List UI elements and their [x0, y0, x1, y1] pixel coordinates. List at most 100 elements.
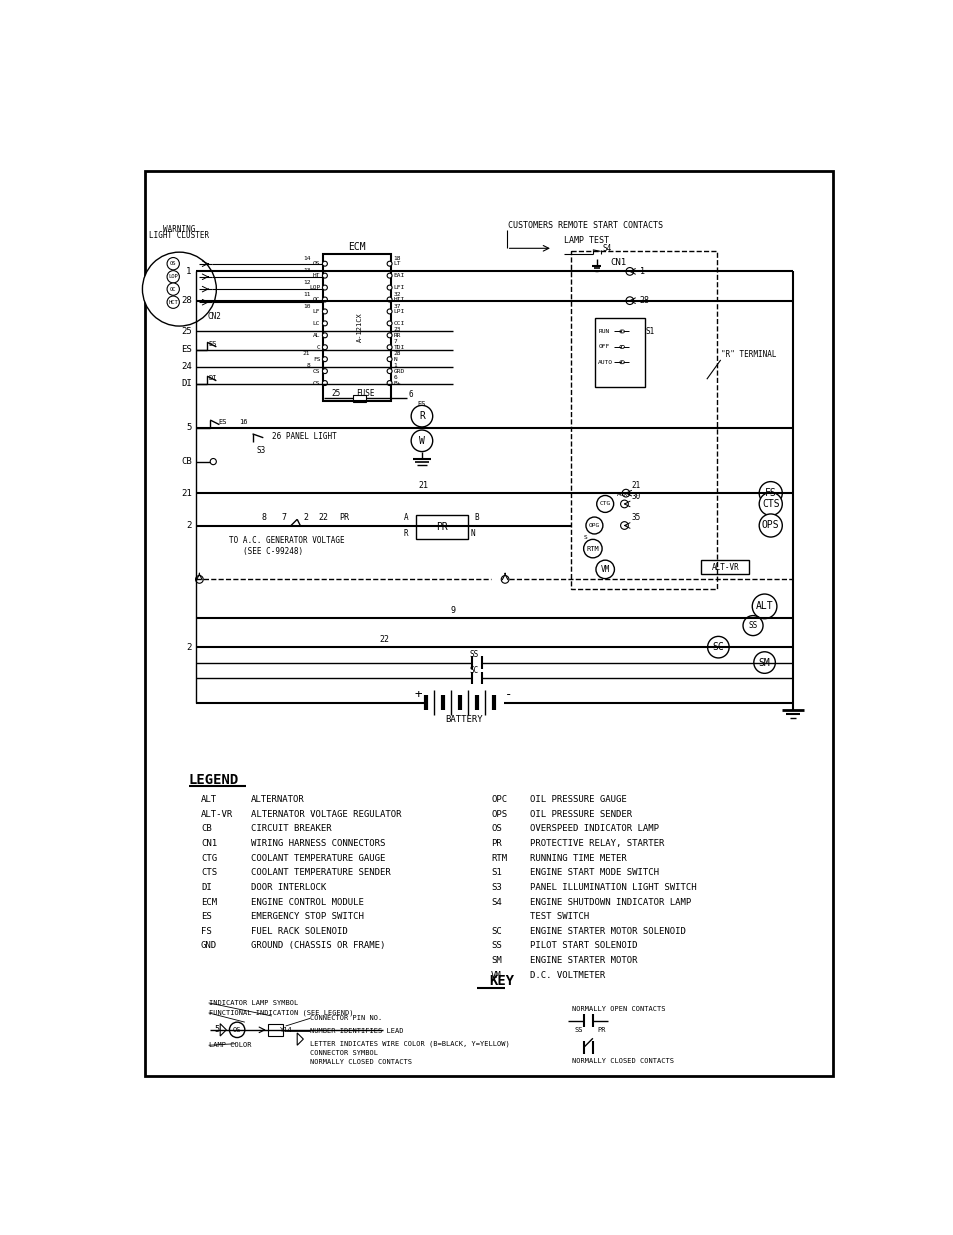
- Text: OIL PRESSURE GAUGE: OIL PRESSURE GAUGE: [529, 795, 626, 804]
- Circle shape: [167, 283, 179, 295]
- Text: RTM: RTM: [586, 546, 598, 552]
- Text: S4: S4: [491, 898, 501, 906]
- Text: PR: PR: [436, 522, 447, 532]
- Text: 25: 25: [331, 389, 340, 398]
- Circle shape: [322, 273, 327, 278]
- Text: LC: LC: [313, 321, 320, 326]
- Text: 14: 14: [302, 256, 310, 261]
- Text: 22: 22: [317, 514, 328, 522]
- Text: FUSE: FUSE: [356, 389, 375, 398]
- Text: PROTECTIVE RELAY, STARTER: PROTECTIVE RELAY, STARTER: [529, 839, 663, 848]
- Text: SC: SC: [491, 926, 501, 936]
- Text: 26 PANEL LIGHT: 26 PANEL LIGHT: [272, 432, 336, 441]
- Text: 1: 1: [393, 363, 396, 368]
- Text: 2: 2: [303, 514, 308, 522]
- Text: CS: CS: [313, 380, 320, 385]
- Text: 12: 12: [302, 279, 310, 285]
- Text: PR: PR: [597, 1026, 605, 1032]
- Text: W: W: [418, 436, 424, 446]
- Text: CCI: CCI: [393, 321, 404, 326]
- Text: FUNCTIONAL INDICATION (SEE LEGEND): FUNCTIONAL INDICATION (SEE LEGEND): [209, 1010, 353, 1016]
- Text: GROUND (CHASSIS OR FRAME): GROUND (CHASSIS OR FRAME): [251, 941, 385, 951]
- Text: B: B: [474, 514, 478, 522]
- Text: RTM: RTM: [491, 853, 507, 862]
- Circle shape: [387, 369, 392, 373]
- Bar: [323, 254, 391, 401]
- Text: OPS: OPS: [491, 810, 507, 819]
- Text: RUN: RUN: [598, 329, 609, 333]
- Text: S: S: [583, 535, 587, 540]
- Text: R: R: [403, 529, 408, 537]
- Circle shape: [322, 309, 327, 314]
- Circle shape: [167, 258, 179, 270]
- Text: 2: 2: [186, 521, 192, 530]
- Text: ENGINE STARTER MOTOR: ENGINE STARTER MOTOR: [529, 956, 637, 965]
- Text: NORMALLY CLOSED CONTACTS: NORMALLY CLOSED CONTACTS: [572, 1058, 674, 1065]
- Text: 16: 16: [238, 419, 247, 425]
- Circle shape: [585, 517, 602, 534]
- Text: 21: 21: [417, 480, 428, 490]
- Text: ALT-VR: ALT-VR: [201, 810, 233, 819]
- Circle shape: [322, 262, 327, 267]
- Text: 28: 28: [181, 296, 192, 305]
- Text: 37: 37: [393, 304, 400, 309]
- Text: CS: CS: [313, 368, 320, 374]
- Circle shape: [759, 482, 781, 505]
- Text: 23: 23: [393, 327, 400, 332]
- Text: N: N: [393, 357, 396, 362]
- Text: 28: 28: [639, 296, 649, 305]
- Text: OPC: OPC: [491, 795, 507, 804]
- Text: DI: DI: [201, 883, 212, 892]
- Circle shape: [322, 357, 327, 362]
- Bar: [570, 251, 716, 589]
- Circle shape: [583, 540, 601, 558]
- Circle shape: [167, 270, 179, 283]
- Bar: [268, 1024, 283, 1036]
- Circle shape: [322, 380, 327, 385]
- Circle shape: [596, 561, 614, 579]
- Text: SS: SS: [574, 1026, 582, 1032]
- Text: ENGINE CONTROL MODULE: ENGINE CONTROL MODULE: [251, 898, 363, 906]
- Text: CTG: CTG: [598, 501, 610, 506]
- Text: 8: 8: [261, 514, 267, 522]
- Text: OS: OS: [491, 825, 501, 834]
- Text: A: A: [403, 514, 408, 522]
- Text: OVERSPEED INDICATOR LAMP: OVERSPEED INDICATOR LAMP: [529, 825, 658, 834]
- Text: +: +: [414, 688, 421, 701]
- Circle shape: [500, 576, 508, 583]
- Text: CTS: CTS: [201, 868, 217, 877]
- Text: ES: ES: [417, 401, 426, 406]
- Circle shape: [620, 346, 624, 348]
- Text: ES: ES: [217, 419, 226, 425]
- Circle shape: [387, 333, 392, 338]
- Text: CN2: CN2: [208, 311, 221, 321]
- Text: TO A.C. GENERATOR VOLTAGE: TO A.C. GENERATOR VOLTAGE: [229, 536, 345, 546]
- Text: 18: 18: [393, 256, 400, 261]
- Text: OS: OS: [170, 261, 176, 267]
- Text: S1: S1: [491, 868, 501, 877]
- Text: ALT-VR: ALT-VR: [711, 563, 739, 572]
- Circle shape: [210, 458, 216, 464]
- Text: TDI: TDI: [393, 345, 404, 350]
- Text: 7: 7: [281, 514, 286, 522]
- Circle shape: [411, 430, 433, 452]
- Text: LAMP TEST: LAMP TEST: [564, 236, 609, 245]
- Text: CONNECTOR SYMBOL: CONNECTOR SYMBOL: [310, 1050, 378, 1056]
- Circle shape: [620, 361, 624, 364]
- Text: 5: 5: [213, 1025, 219, 1035]
- Text: AUTO: AUTO: [598, 359, 613, 364]
- Text: S3: S3: [256, 446, 265, 454]
- Text: SM: SM: [491, 956, 501, 965]
- Text: 6: 6: [408, 390, 413, 399]
- Text: 24: 24: [181, 362, 192, 372]
- Text: NUMBER IDENTIFIES LEAD: NUMBER IDENTIFIES LEAD: [310, 1029, 403, 1035]
- Circle shape: [707, 636, 728, 658]
- Text: CN1: CN1: [201, 839, 217, 848]
- Text: LT: LT: [393, 261, 400, 267]
- Text: CONNECTOR PIN NO.: CONNECTOR PIN NO.: [310, 1015, 382, 1021]
- Text: TEST SWITCH: TEST SWITCH: [529, 913, 588, 921]
- Text: ECM: ECM: [348, 242, 366, 252]
- Text: -: -: [504, 688, 512, 701]
- Circle shape: [387, 345, 392, 350]
- Text: SM: SM: [758, 657, 770, 668]
